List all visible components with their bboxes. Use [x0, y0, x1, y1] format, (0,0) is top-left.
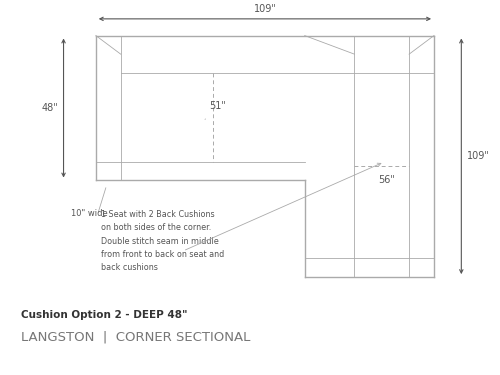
Text: 10" wide: 10" wide	[71, 209, 108, 218]
Text: 51": 51"	[209, 101, 226, 111]
Text: Cushion Option 2 - DEEP 48": Cushion Option 2 - DEEP 48"	[22, 310, 188, 320]
Text: 56": 56"	[378, 176, 395, 186]
Text: 109": 109"	[254, 4, 276, 14]
Text: LANGSTON  |  CORNER SECTIONAL: LANGSTON | CORNER SECTIONAL	[22, 331, 250, 344]
Text: 109": 109"	[468, 151, 490, 161]
Text: 1 Seat with 2 Back Cushions
on both sides of the corner.
Double stitch seam in m: 1 Seat with 2 Back Cushions on both side…	[101, 210, 224, 272]
Text: 48": 48"	[42, 103, 58, 113]
